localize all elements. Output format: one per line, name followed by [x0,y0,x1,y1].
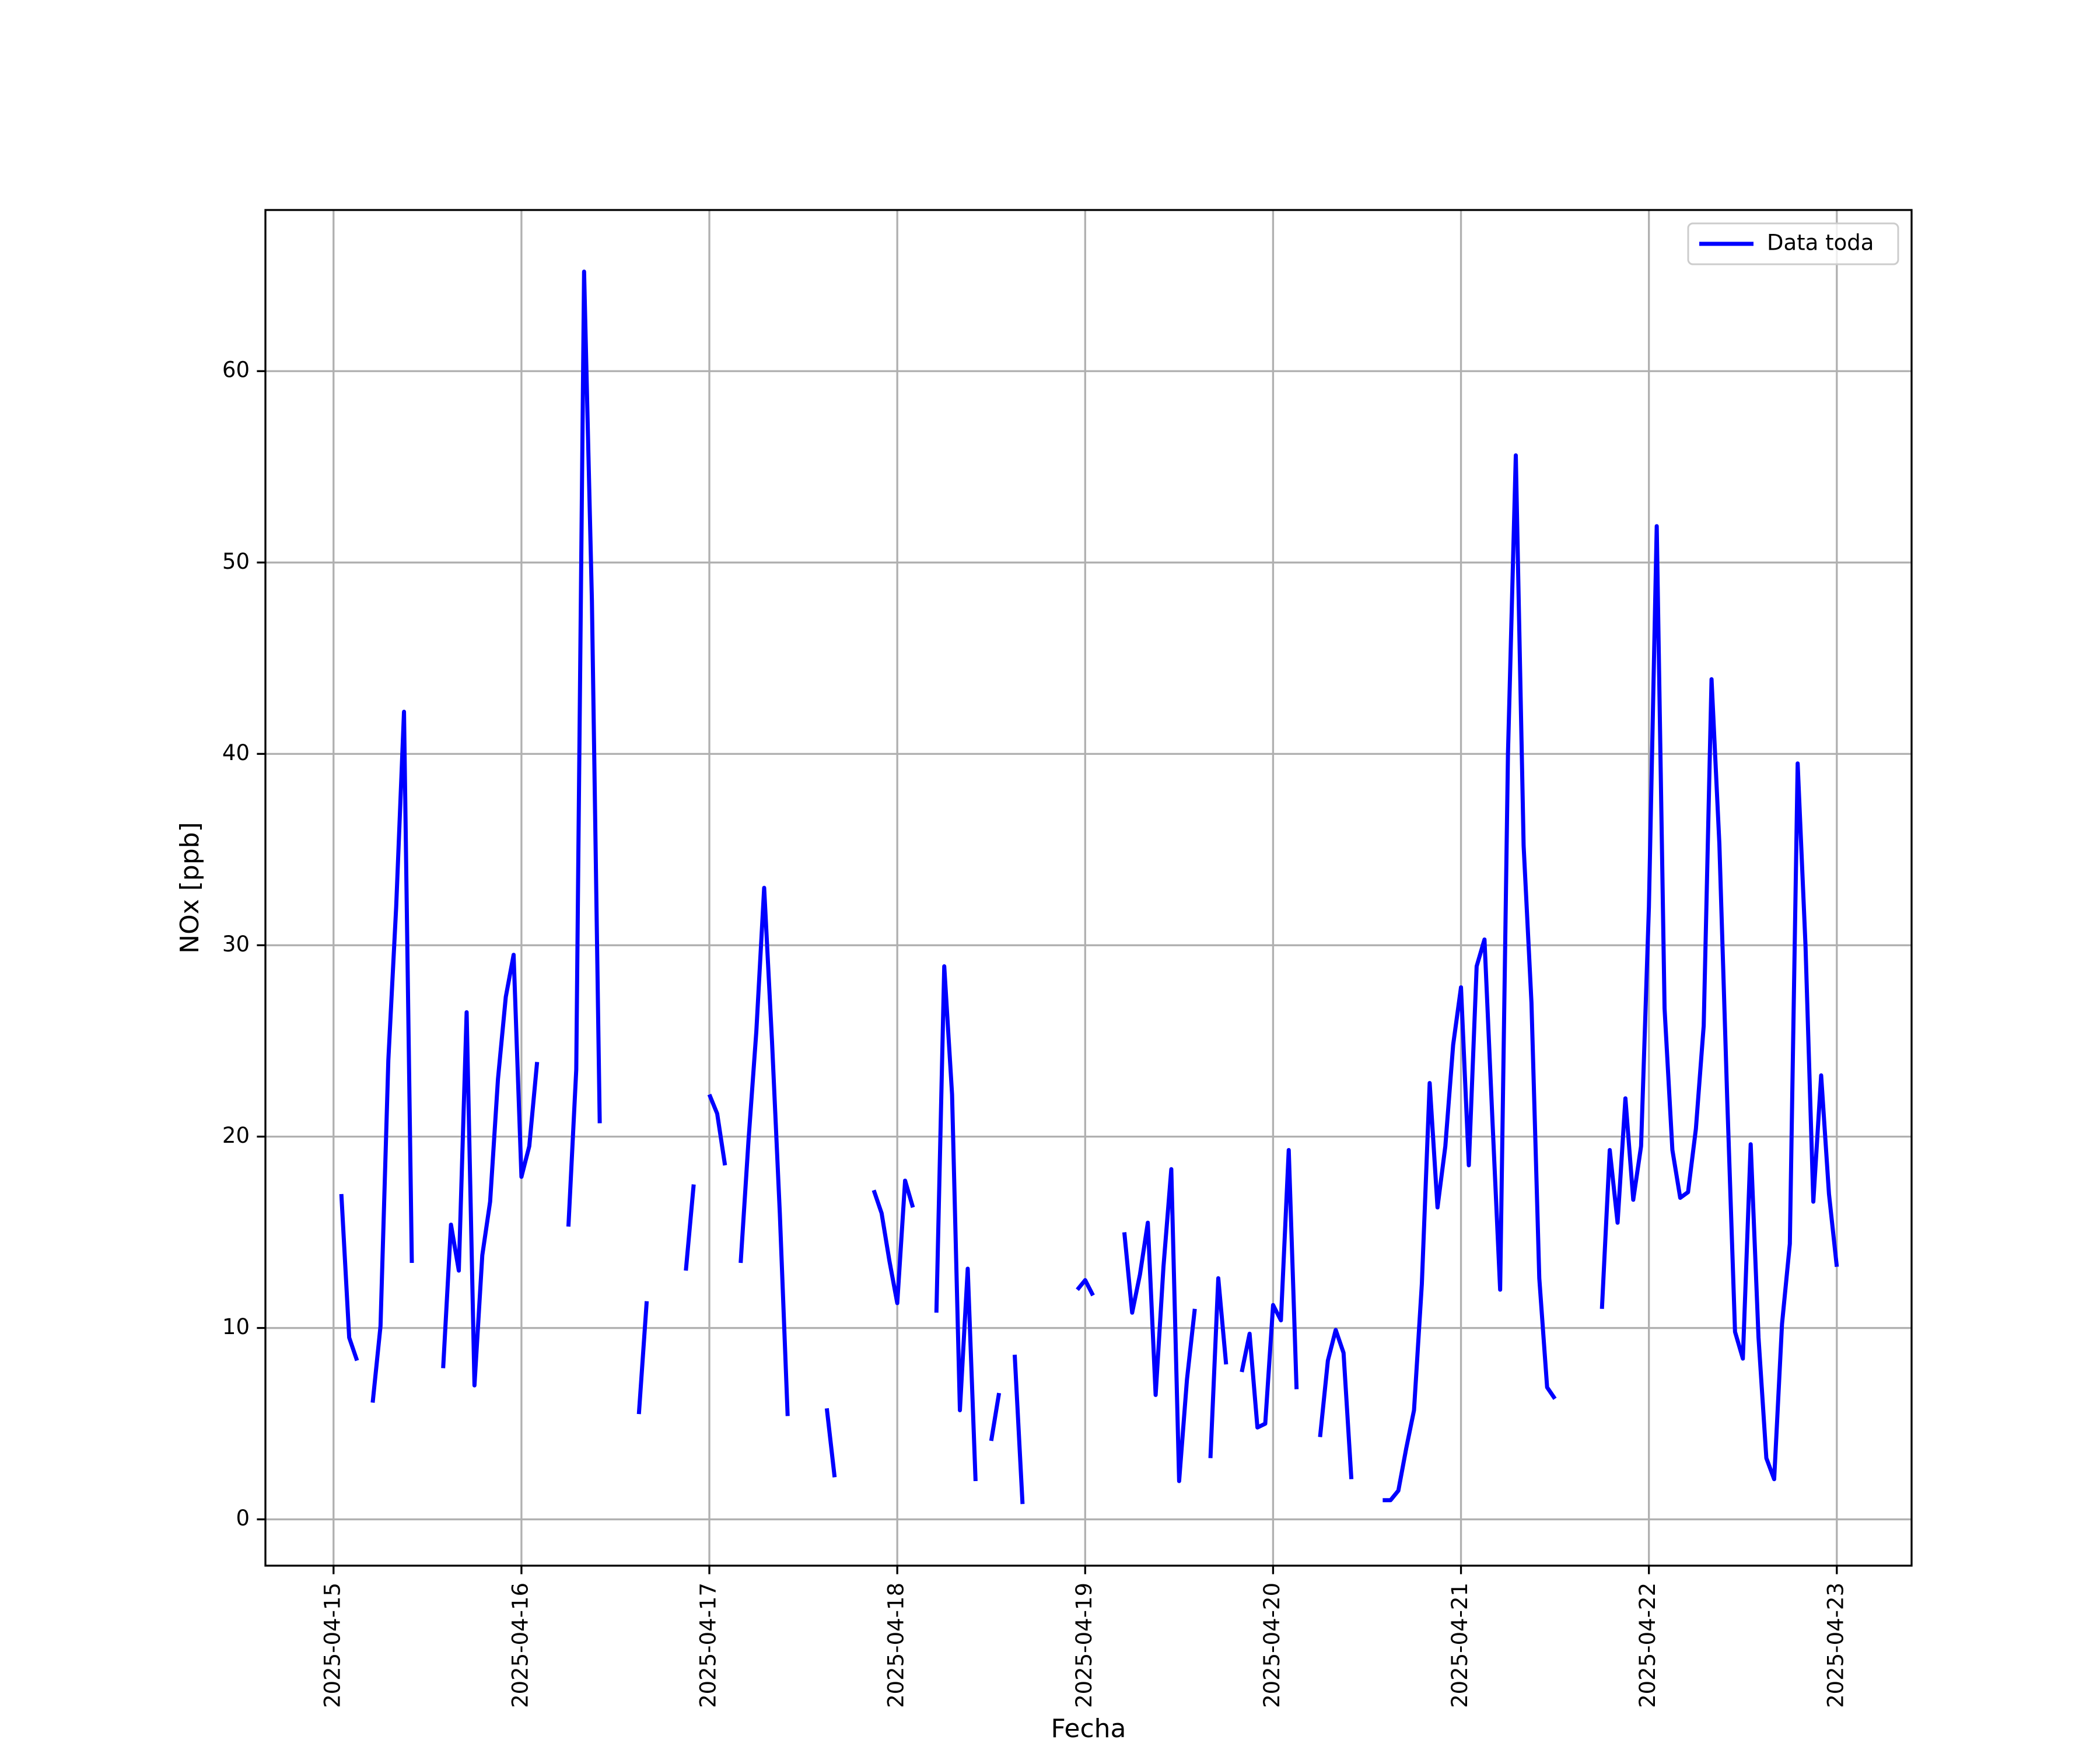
x-tick-label: 2025-04-16 [508,1583,533,1708]
y-tick-label: 40 [222,740,250,765]
x-tick-label: 2025-04-22 [1635,1583,1660,1708]
y-tick-label: 20 [222,1123,250,1148]
y-tick-label: 30 [222,932,250,957]
data-line [339,270,1839,1504]
x-tick-label: 2025-04-19 [1072,1583,1097,1708]
y-tick-label: 10 [222,1314,250,1339]
x-axis-label: Fecha [1051,1714,1126,1744]
y-tick-label: 60 [222,358,250,383]
y-tick-label: 0 [236,1506,250,1531]
x-tick-label: 2025-04-23 [1823,1583,1848,1708]
x-tick-label: 2025-04-15 [320,1583,345,1708]
legend-label: Data toda [1767,230,1874,256]
x-tick-label: 2025-04-17 [696,1583,721,1708]
legend-box [1687,222,1899,265]
x-tick-label: 2025-04-21 [1447,1583,1472,1708]
y-axis-label: NOx [ppb] [175,822,205,954]
y-tick-label: 50 [222,549,250,574]
axes-frame [264,209,1913,1567]
x-tick-label: 2025-04-20 [1259,1583,1284,1708]
x-tick-label: 2025-04-18 [884,1583,909,1708]
